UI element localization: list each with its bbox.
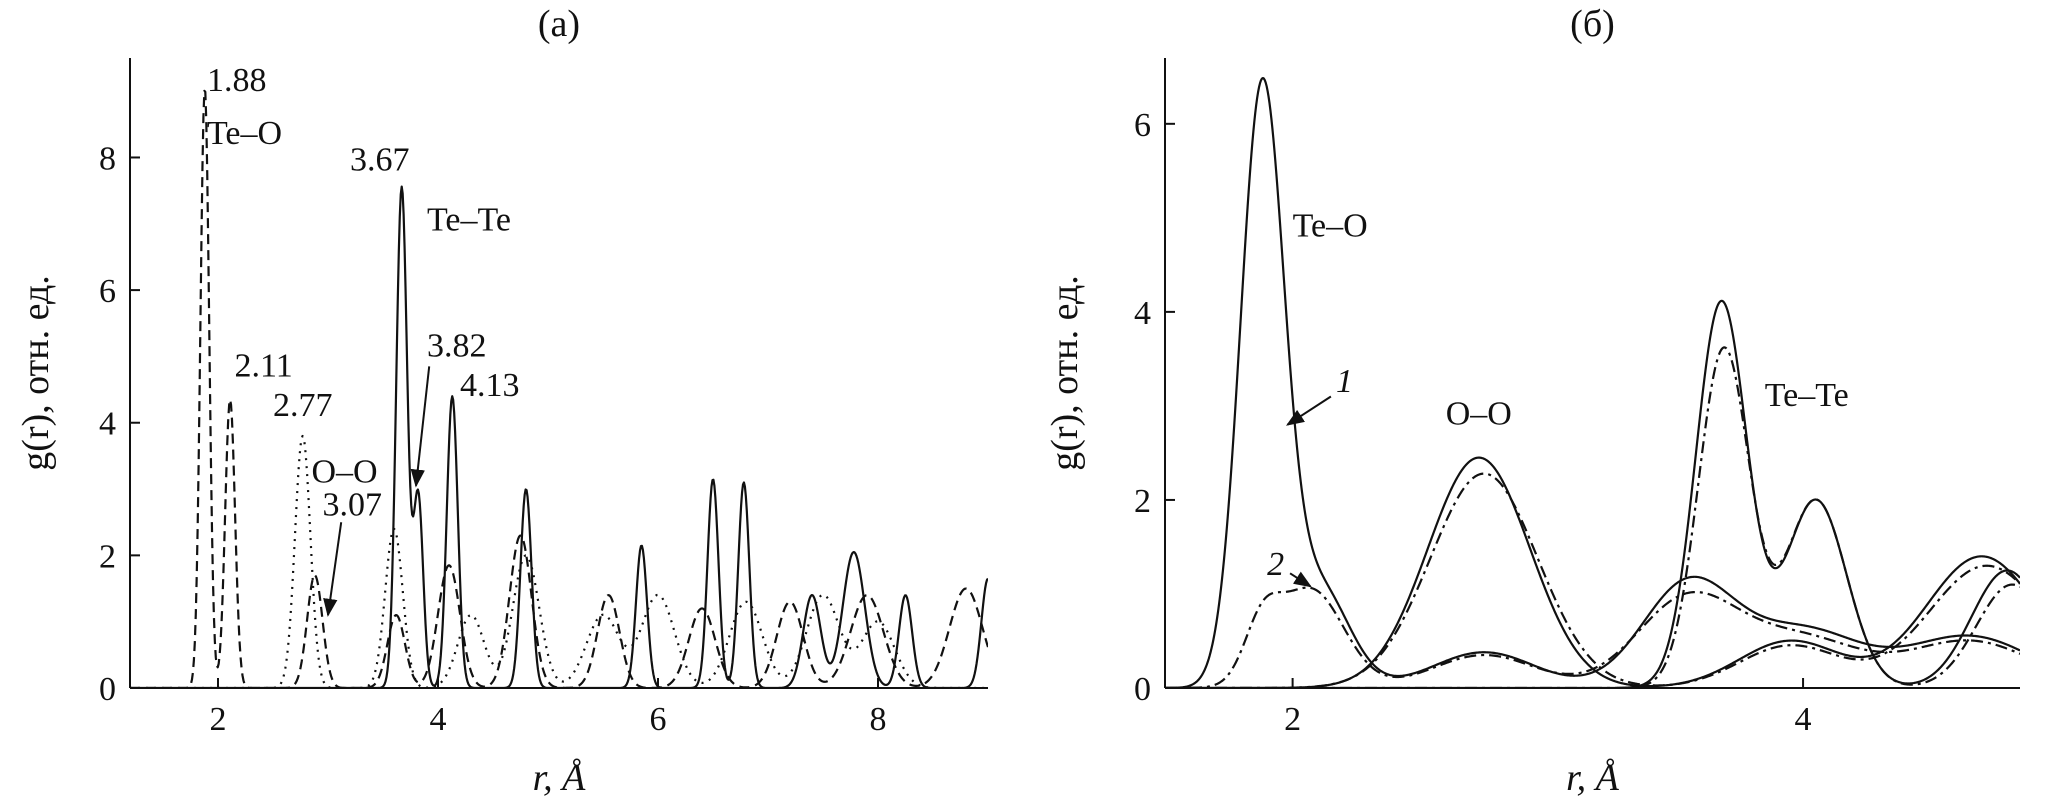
annotation-label: 2.11 [235,347,293,384]
arrow-3.07 [323,522,343,617]
y-tick-label: 2 [1134,483,1151,520]
annotation-label: O–O [312,453,378,490]
x-tick-label: 4 [430,701,447,738]
series-group [130,89,988,688]
annotation-label: 1.88 [207,62,267,99]
series-line-oo-2 [1165,472,2020,688]
chart-panel-a: 2 4 6 8 0 2 4 6 8 (a) r, Å g(r), отн. ед. 1.88 Te–O 3.… [15,3,988,799]
y-tick-label: 4 [99,406,116,443]
panel-title: (б) [1570,3,1615,45]
y-axis-title: g(r), отн. ед. [15,275,57,471]
x-tick-label: 2 [210,701,227,738]
y-tick-label: 6 [99,273,116,310]
series-line-tete-2 [1165,346,2020,688]
arrow-curve-1 [1285,395,1332,426]
y-tick-label: 6 [1134,107,1151,144]
series-line-teo-1 [1165,76,2020,688]
chart-panel-b: 2 4 0 2 4 6 (б) r, Å g(r), отн. ед. Te–O O–O Te–Te [1044,3,2020,799]
series-line-oo-1 [1165,456,2020,688]
annotation-label: 3.82 [427,327,487,364]
annotation-label: Te–O [1293,208,1368,245]
annotation-label: Te–Te [427,201,511,238]
series-line-oo [130,434,988,688]
series-line-teo [130,89,988,688]
annotation-label: 3.07 [323,487,383,524]
y-axis-title: g(r), отн. ед. [1044,275,1086,471]
y-tick-label: 4 [1134,295,1151,332]
arrow-3.82 [410,366,431,488]
x-tick-label: 4 [1795,701,1812,738]
annotation-label: Te–Te [1765,377,1849,414]
x-axis-title: r, Å [533,757,587,799]
x-tick-label: 6 [650,701,667,738]
arrow-curve-2 [1289,571,1312,588]
annotation-label: 4.13 [460,367,520,404]
curve-label-2: 2 [1267,546,1284,583]
y-tick-label: 0 [99,671,116,708]
series-group [1165,76,2020,688]
x-tick-label: 8 [870,701,887,738]
annotation-label: Te–O [207,115,282,152]
curve-label-1: 1 [1336,363,1353,400]
panel-title: (a) [538,3,580,45]
series-line-tete [130,185,988,688]
x-axis-title: r, Å [1566,757,1620,799]
y-tick-label: 2 [99,538,116,575]
y-tick-label: 0 [1134,671,1151,708]
x-tick-label: 2 [1284,701,1301,738]
annotation-label: O–O [1446,396,1512,433]
y-tick-label: 8 [99,140,116,177]
annotation-label: 3.67 [350,142,410,179]
annotation-label: 2.77 [273,387,333,424]
series-line-tete-1 [1165,299,2020,688]
